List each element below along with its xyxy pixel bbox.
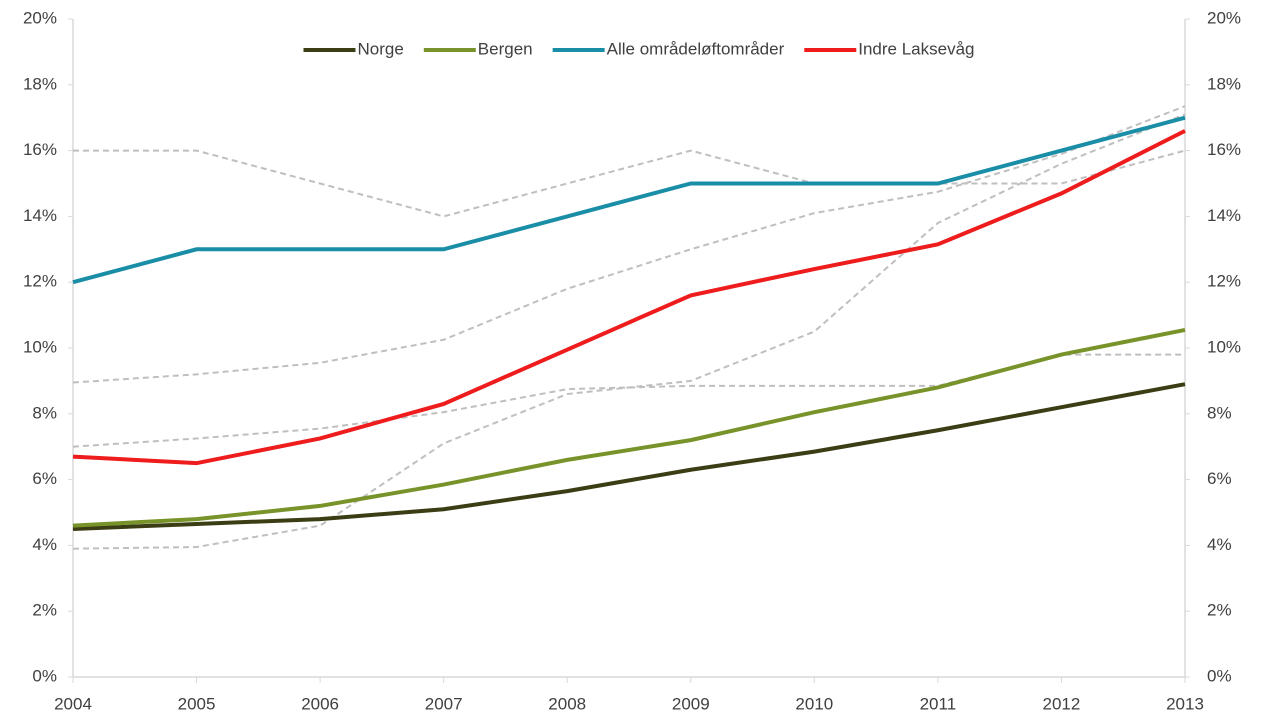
y-tick-label: 12% xyxy=(23,272,57,291)
y-tick-label: 14% xyxy=(23,206,57,225)
reference-line xyxy=(73,149,1186,218)
y2-tick-label: 16% xyxy=(1207,140,1241,159)
series-line xyxy=(72,382,1186,531)
y2-tick-label: 4% xyxy=(1207,535,1232,554)
y-tick-label: 8% xyxy=(32,403,57,422)
y-tick-label: 16% xyxy=(23,140,57,159)
y-tick-label: 18% xyxy=(23,74,57,93)
series-line xyxy=(72,327,1186,528)
x-tick-label: 2005 xyxy=(178,694,216,713)
y-tick-label: 0% xyxy=(32,666,57,685)
legend-label: Bergen xyxy=(478,39,533,58)
legend-label: Norge xyxy=(357,39,403,58)
y2-tick-label: 12% xyxy=(1207,272,1241,291)
reference-line xyxy=(72,105,1186,384)
x-tick-label: 2006 xyxy=(301,694,339,713)
y2-tick-label: 20% xyxy=(1207,8,1241,27)
y-tick-label: 4% xyxy=(32,535,57,554)
y2-tick-label: 6% xyxy=(1207,469,1232,488)
y2-tick-label: 2% xyxy=(1207,601,1232,620)
legend: Norge Bergen Alle områdeløftområder Indre L… xyxy=(303,39,975,58)
series-line xyxy=(72,115,1186,285)
x-tick-label: 2012 xyxy=(1043,694,1081,713)
x-tick-label: 2013 xyxy=(1166,694,1204,713)
y-tick-label: 10% xyxy=(23,337,57,356)
x-tick-label: 2007 xyxy=(425,694,463,713)
y2-tick-label: 10% xyxy=(1207,337,1241,356)
x-tick-label: 2010 xyxy=(795,694,833,713)
x-tick-label: 2009 xyxy=(672,694,710,713)
series-line xyxy=(72,129,1186,466)
y2-tick-label: 18% xyxy=(1207,74,1241,93)
legend-label: Alle områdeløftområder xyxy=(607,39,785,58)
legend-label: Indre Laksevåg xyxy=(858,39,974,58)
y-tick-label: 6% xyxy=(32,469,57,488)
x-tick-label: 2008 xyxy=(548,694,586,713)
reference-line xyxy=(72,353,1185,448)
reference-line xyxy=(72,113,1186,550)
y2-tick-label: 0% xyxy=(1207,666,1232,685)
y-tick-label: 20% xyxy=(23,8,57,27)
x-tick-label: 2011 xyxy=(920,694,957,713)
y2-tick-label: 14% xyxy=(1207,206,1241,225)
y2-tick-label: 8% xyxy=(1207,403,1232,422)
x-tick-label: 2004 xyxy=(54,694,92,713)
y-tick-label: 2% xyxy=(32,601,57,620)
